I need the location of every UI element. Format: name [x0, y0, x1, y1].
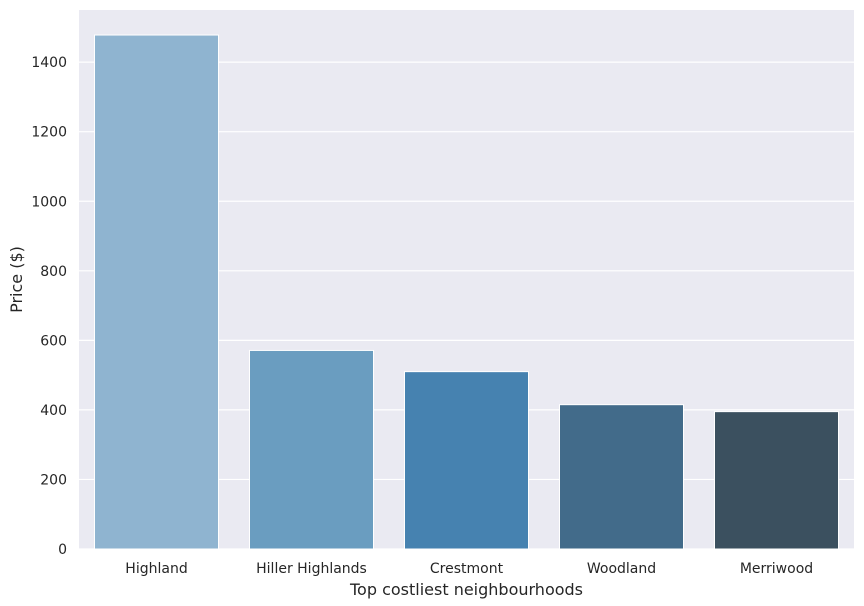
x-tick-label: Highland: [125, 561, 187, 577]
x-axis-ticks: Highland Hiller Highlands Crestmont Woodlan…: [125, 561, 813, 577]
bar-highland: [94, 34, 219, 550]
y-tick-label: 1200: [31, 125, 67, 141]
bar-woodland: [559, 404, 684, 550]
y-tick-label: 800: [40, 264, 67, 280]
bar-crestmont: [404, 371, 529, 550]
y-tick-label: 400: [40, 403, 67, 419]
y-axis-ticks: 0 200 400 600 800 1000 1200 1400: [31, 55, 67, 558]
x-tick-label: Crestmont: [430, 561, 504, 577]
bar-merriwood: [714, 411, 839, 550]
x-tick-label: Hiller Highlands: [256, 561, 367, 577]
y-tick-label: 0: [58, 542, 67, 558]
y-tick-label: 1400: [31, 55, 67, 71]
y-tick-label: 1000: [31, 194, 67, 210]
y-tick-label: 600: [40, 333, 67, 349]
bar-hiller-highlands: [249, 349, 374, 550]
y-axis-label: Price ($): [7, 246, 26, 313]
bars: [94, 34, 839, 550]
x-tick-label: Merriwood: [740, 561, 813, 577]
x-tick-label: Woodland: [587, 561, 656, 577]
x-axis-label: Top costliest neighbourhoods: [349, 580, 583, 599]
y-tick-label: 200: [40, 472, 67, 488]
